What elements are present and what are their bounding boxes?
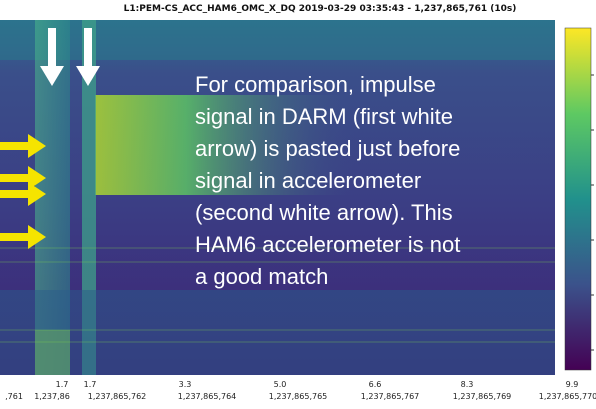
x-tick-sublabel: 1,237,865,765	[269, 392, 328, 401]
x-tick-sublabel: 1,237,86	[34, 392, 70, 401]
colorbar	[564, 27, 592, 371]
impulse-column	[82, 20, 96, 375]
x-tick-sublabel: 1,237,865,764	[178, 392, 237, 401]
annotation-line: HAM6 accelerometer is not	[195, 232, 460, 257]
impulse-response	[95, 95, 355, 195]
x-tick-label: 1.7	[56, 380, 69, 389]
white-arrows	[40, 28, 100, 86]
yellow-arrows	[0, 134, 46, 249]
chart-title: L1:PEM-CS_ACC_HAM6_OMC_X_DQ 2019-03-29 0…	[124, 4, 517, 14]
annotation-line: For comparison, impulse	[195, 72, 436, 97]
x-tick-sublabel: ,761	[5, 392, 23, 401]
annotation-line: (second white arrow). This	[195, 200, 453, 225]
annotation: For comparison, impulse signal in DARM (f…	[195, 72, 460, 289]
x-tick-label: 3.3	[179, 380, 192, 389]
lines	[0, 247, 555, 343]
annotation-line: signal in accelerometer	[195, 168, 421, 193]
x-tick-label: 5.0	[274, 380, 287, 389]
annotation-line: signal in DARM (first white	[195, 104, 453, 129]
x-tick-label: 6.6	[369, 380, 382, 389]
x-tick-label: 8.3	[461, 380, 474, 389]
annotation-line: arrow) is pasted just before	[195, 136, 460, 161]
x-tick-sublabel: 1,237,865,767	[361, 392, 420, 401]
annotation-line: a good match	[195, 264, 328, 289]
x-tick-sublabel: 1,237,865,770	[539, 392, 596, 401]
spectrogram	[0, 20, 555, 375]
x-tick-sublabel: 1,237,865,769	[453, 392, 512, 401]
low-band	[0, 290, 555, 375]
x-tick-label: 1.7	[84, 380, 97, 389]
x-tick-sublabel: 1,237,865,762	[88, 392, 147, 401]
colorbar-ticks	[591, 74, 594, 351]
x-axis: 1.7 1.7 3.3 5.0 6.6 8.3 9.9 ,761 1,237,86 1,237,8…	[5, 380, 596, 401]
x-tick-label: 9.9	[566, 380, 579, 389]
